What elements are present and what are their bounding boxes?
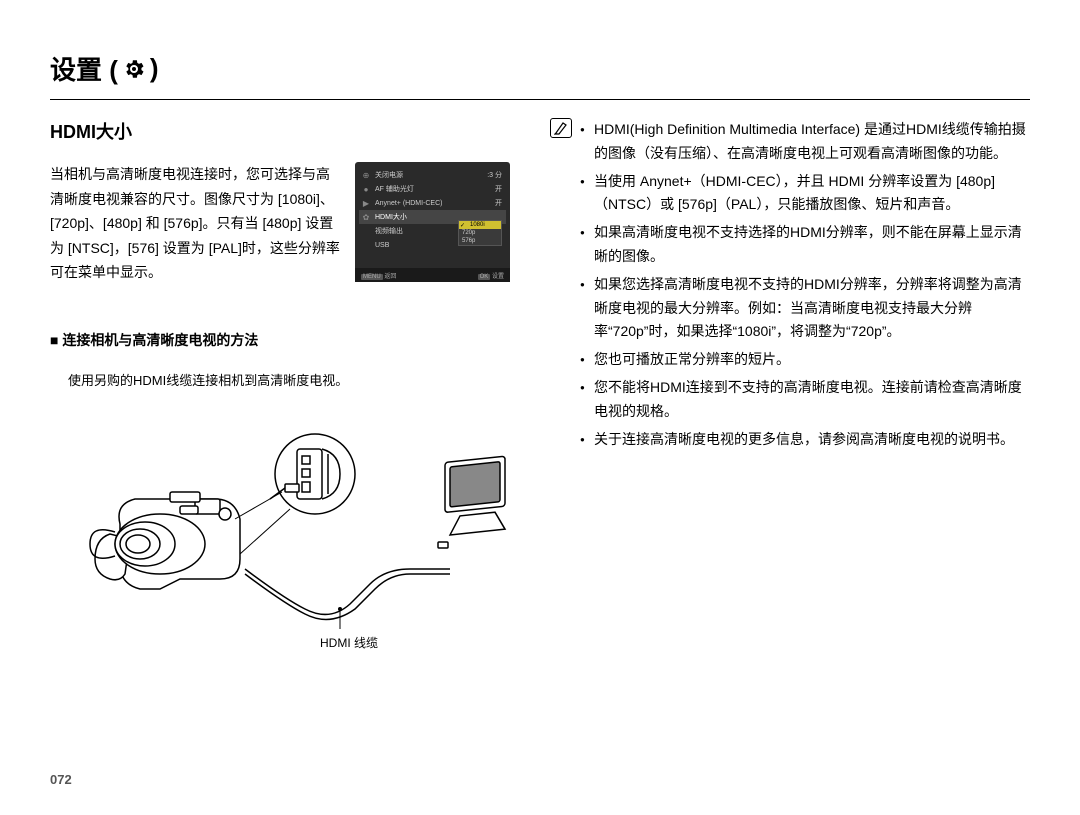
notes-list: HDMI(High Definition Multimedia Interfac… bbox=[580, 118, 1030, 455]
intro-text: 当相机与高清晰度电视连接时，您可选择与高清晰度电视兼容的尺寸。图像尺寸为 [10… bbox=[50, 162, 343, 285]
connection-diagram: HDMI 线缆 bbox=[50, 414, 510, 674]
menu-row: ▶Anynet+ (HDMI-CEC)开 bbox=[359, 196, 506, 210]
page-title: 设置 ( ) bbox=[50, 50, 1030, 87]
camera-menu-screenshot: ⊕关闭电源:3 分 ●AF 辅助光灯开 ▶Anynet+ (HDMI-CEC)开… bbox=[355, 162, 510, 282]
title-text: 设置 ( bbox=[50, 50, 118, 87]
subsection-body: 使用另购的HDMI线缆连接相机到高清晰度电视。 bbox=[68, 370, 510, 389]
right-column: HDMI(High Definition Multimedia Interfac… bbox=[550, 118, 1030, 674]
note-item: 您也可播放正常分辨率的短片。 bbox=[580, 348, 1030, 372]
gear-icon bbox=[122, 57, 146, 81]
section-heading: HDMI大小 bbox=[50, 118, 510, 144]
menu-row: ●AF 辅助光灯开 bbox=[359, 182, 506, 196]
left-column: HDMI大小 当相机与高清晰度电视连接时，您可选择与高清晰度电视兼容的尺寸。图像… bbox=[50, 118, 510, 674]
note-item: HDMI(High Definition Multimedia Interfac… bbox=[580, 118, 1030, 166]
menu-popup: 1080i 720p 576p bbox=[458, 220, 502, 246]
menu-row: ⊕关闭电源:3 分 bbox=[359, 168, 506, 182]
note-item: 关于连接高清晰度电视的更多信息，请参阅高清晰度电视的说明书。 bbox=[580, 428, 1030, 452]
note-item: 如果高清晰度电视不支持选择的HDMI分辨率，则不能在屏幕上显示清晰的图像。 bbox=[580, 221, 1030, 269]
subsection-heading: ■ 连接相机与高清晰度电视的方法 bbox=[50, 330, 510, 350]
note-item: 当使用 Anynet+（HDMI-CEC），并且 HDMI 分辨率设置为 [48… bbox=[580, 170, 1030, 218]
page-number: 072 bbox=[50, 772, 72, 787]
divider bbox=[50, 99, 1030, 100]
note-item: 您不能将HDMI连接到不支持的高清晰度电视。连接前请检查高清晰度电视的规格。 bbox=[580, 376, 1030, 424]
note-icon bbox=[550, 118, 572, 138]
menu-bottom-bar: MENU 返回 OK 设置 bbox=[355, 268, 510, 282]
title-suffix: ) bbox=[150, 53, 159, 84]
cable-label: HDMI 线缆 bbox=[320, 634, 378, 651]
note-item: 如果您选择高清晰度电视不支持的HDMI分辨率，分辨率将调整为高清晰度电视的最大分… bbox=[580, 273, 1030, 344]
